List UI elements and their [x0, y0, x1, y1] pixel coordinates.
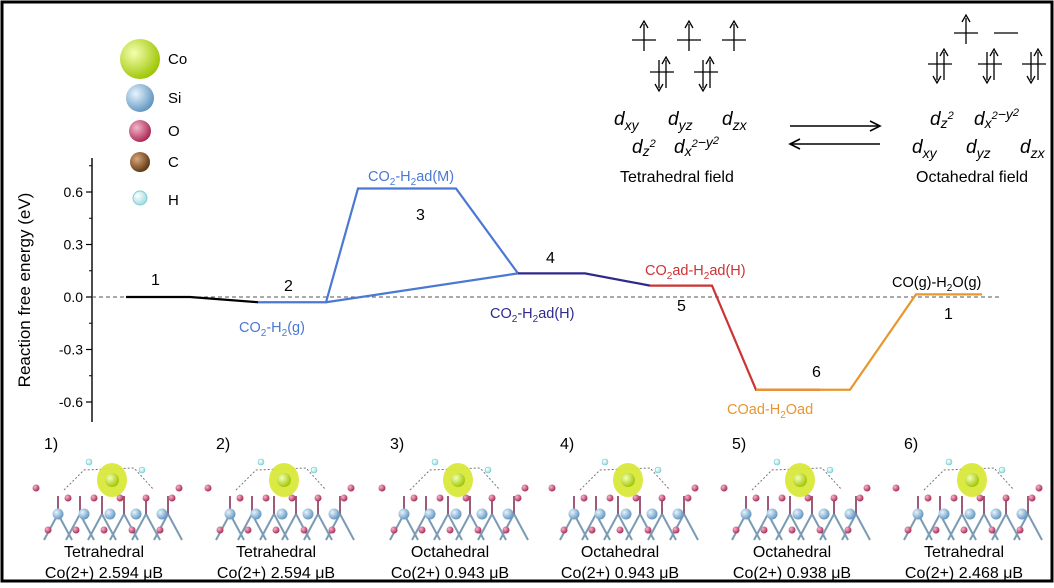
y-tick-label: 0.0 — [64, 289, 84, 305]
state-number-1: 1 — [151, 272, 160, 289]
panel-magnetic-moment: Co(2+) 2.594 μB — [217, 565, 335, 582]
state-number-6: 6 — [812, 364, 821, 381]
state-number-1b: 1 — [944, 306, 953, 323]
octahedral-field-title: Octahedral field — [916, 169, 1028, 186]
state-number-5: 5 — [677, 298, 686, 315]
label-co2-h2g: CO2-H2(g) — [239, 320, 305, 339]
state-number-3: 3 — [416, 207, 425, 224]
state-numbers: 1 2 3 4 5 6 1 — [151, 207, 953, 381]
panel-magnetic-moment: Co(2+) 0.943 μB — [561, 565, 679, 582]
panel-index: 4) — [560, 436, 574, 453]
lattice-illustration — [378, 458, 529, 541]
structure-panel-1: 1) Tetrahedral Co(2+) 2.594 μB — [32, 436, 183, 582]
energy-profile — [126, 187, 982, 391]
structure-panel-3: 3) Octahedral Co(2+) 0.943 μB — [378, 436, 529, 582]
structure-panels: 1) Tetrahedral Co(2+) 2.594 μB 2) Tetrahedra… — [32, 436, 1043, 582]
y-axis-label: Reaction free energy (eV) — [15, 193, 34, 388]
y-tick-label: -0.6 — [59, 394, 83, 410]
label-co2-h2ad-h: CO2-H2ad(H) — [490, 306, 574, 325]
structure-panel-4: 4) Octahedral Co(2+) 0.943 μB — [548, 436, 699, 582]
panel-geometry: Octahedral — [581, 544, 659, 561]
octahedral-electron-diagram — [928, 13, 1046, 85]
legend-co-label: Co — [168, 51, 187, 68]
y-tick-label: 0.3 — [64, 237, 84, 253]
panel-geometry: Octahedral — [753, 544, 831, 561]
lattice-illustration — [720, 458, 871, 541]
lattice-illustration — [32, 458, 183, 541]
legend-c-label: C — [168, 154, 179, 171]
structure-panel-2: 2) Tetrahedral Co(2+) 2.594 μB — [204, 436, 355, 582]
panel-geometry: Tetrahedral — [924, 544, 1004, 561]
legend-o-label: O — [168, 123, 180, 140]
legend-h-label: H — [168, 192, 179, 209]
segment-pathway-h — [325, 272, 519, 304]
panel-index: 3) — [390, 436, 404, 453]
panel-magnetic-moment: Co(2+) 2.468 μB — [905, 565, 1023, 582]
label-co2-h2ad-m: CO2-H2ad(M) — [368, 169, 454, 188]
panel-geometry: Tetrahedral — [64, 544, 144, 561]
lattice-illustration — [548, 458, 699, 541]
segment-state-1 — [126, 295, 259, 304]
segment-states-6-1 — [756, 293, 982, 391]
structure-panel-6: 6) Tetrahedral Co(2+) 2.468 μB — [892, 436, 1043, 582]
legend-o-sphere — [129, 120, 151, 142]
species-labels: CO2-H2ad(M) CO2-H2(g) CO2-H2ad(H) CO2ad-… — [239, 169, 981, 421]
state-number-4: 4 — [546, 250, 555, 267]
legend-si-sphere — [126, 84, 154, 112]
panel-index: 1) — [44, 436, 58, 453]
panel-magnetic-moment: Co(2+) 2.594 μB — [45, 565, 163, 582]
segment-pathway-m — [258, 187, 519, 304]
structure-panel-5: 5) Octahedral Co(2+) 0.938 μB — [720, 436, 871, 582]
tetrahedral-electron-diagram — [632, 19, 746, 93]
legend-c-sphere — [130, 152, 150, 172]
atom-legend: Co Si O C H — [120, 39, 187, 209]
label-coad-h2oad: COad-H2Oad — [727, 402, 813, 421]
panel-geometry: Tetrahedral — [236, 544, 316, 561]
label-cog-h2og: CO(g)-H2O(g) — [892, 275, 981, 294]
panel-index: 6) — [904, 436, 918, 453]
panel-index: 2) — [216, 436, 230, 453]
equilibrium-arrows — [788, 120, 882, 150]
segment-state-4 — [518, 272, 651, 287]
panel-magnetic-moment: Co(2+) 0.943 μB — [391, 565, 509, 582]
state-number-2: 2 — [284, 278, 293, 295]
legend-h-sphere — [132, 190, 148, 206]
legend-si-label: Si — [168, 90, 181, 107]
y-tick-label: -0.3 — [59, 342, 83, 358]
lattice-illustration — [892, 458, 1043, 541]
y-tick-label: 0.6 — [64, 184, 84, 200]
panel-magnetic-moment: Co(2+) 0.938 μB — [733, 565, 851, 582]
y-axis: 0.6 0.3 0.0 -0.3 -0.6 — [59, 158, 93, 422]
lattice-illustration — [204, 458, 355, 541]
panel-index: 5) — [732, 436, 746, 453]
tetrahedral-field-title: Tetrahedral field — [620, 169, 734, 186]
panel-geometry: Octahedral — [411, 544, 489, 561]
legend-co-sphere — [120, 39, 160, 79]
